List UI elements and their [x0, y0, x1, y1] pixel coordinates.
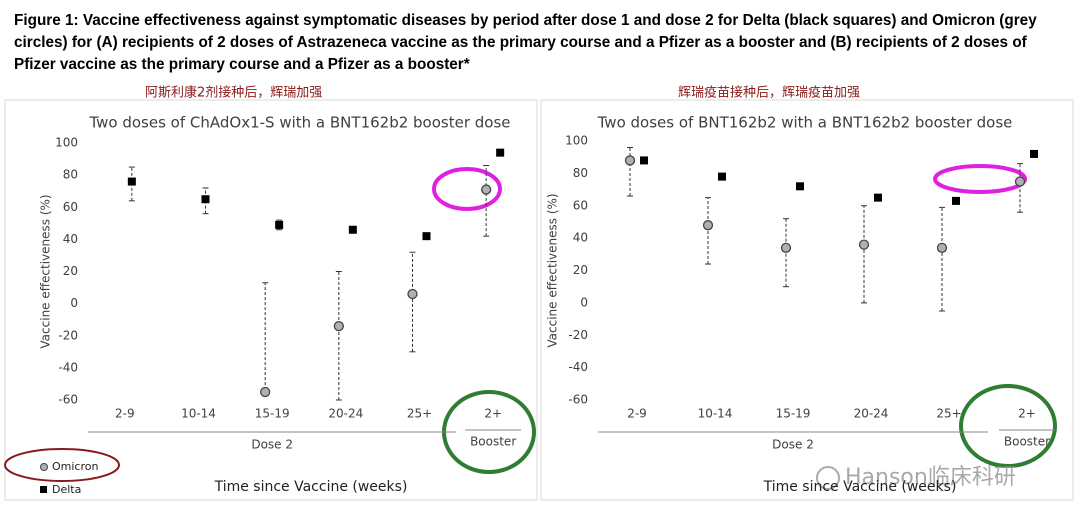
point [422, 232, 431, 241]
group-label: Booster [1004, 435, 1050, 449]
x-tick-label: 10-14 [698, 407, 733, 421]
group-label: Dose 2 [251, 438, 293, 452]
y-tick-label: 100 [55, 136, 78, 150]
caption: Figure 1: Vaccine effectiveness against … [14, 12, 1037, 73]
x-tick-label: 20-24 [854, 407, 889, 421]
legend-label: Delta [52, 483, 81, 496]
x-tick-label: 15-19 [776, 407, 811, 421]
x-tick-label: 2+ [1018, 407, 1036, 421]
y-tick-label: 80 [573, 166, 588, 180]
x-tick-label: 2+ [484, 407, 502, 421]
point [796, 182, 804, 191]
y-tick-label: -40 [568, 360, 588, 374]
highlight [933, 164, 1027, 194]
chart-title: Two doses of ChAdOx1-S with a BNT162b2 b… [88, 114, 510, 132]
point [624, 155, 636, 166]
group-label: Booster [470, 435, 516, 449]
point [1014, 176, 1026, 187]
y-tick-label: 20 [63, 264, 78, 278]
highlight [959, 384, 1057, 468]
x-axis-label: Time since Vaccine (weeks) [763, 479, 957, 495]
y-tick-label: 0 [580, 295, 588, 309]
x-tick-label: 25+ [936, 407, 961, 421]
y-tick-label: 60 [63, 200, 78, 214]
highlight [4, 448, 120, 482]
y-tick-label: 0 [70, 296, 78, 310]
y-axis-label: Vaccine effectiveness (%) [546, 193, 560, 347]
point [936, 242, 948, 253]
y-tick-label: -20 [58, 328, 78, 342]
highlight [432, 167, 502, 211]
point [201, 195, 210, 204]
y-tick-label: 40 [63, 232, 78, 246]
y-tick-label: 100 [565, 134, 588, 148]
point [858, 239, 870, 250]
point [718, 172, 726, 181]
annotation: 阿斯利康2剂接种后，辉瑞加强 [145, 85, 322, 101]
x-axis-label: Time since Vaccine (weeks) [214, 479, 408, 495]
point [333, 320, 344, 332]
y-tick-label: -60 [58, 393, 78, 407]
point [481, 184, 492, 195]
point [407, 288, 418, 300]
y-tick-label: -40 [58, 360, 78, 374]
legend-marker [40, 463, 48, 471]
legend-marker [40, 486, 47, 493]
y-tick-label: 60 [573, 198, 588, 212]
point [952, 196, 960, 205]
y-tick-label: -20 [568, 328, 588, 342]
point [780, 242, 792, 253]
watermark: Hanson临床科研 [845, 465, 1016, 490]
legend-label: Omicron [52, 460, 98, 473]
point [127, 177, 136, 186]
y-tick-label: 20 [573, 263, 588, 277]
point [874, 193, 882, 202]
point [275, 220, 284, 229]
point [1030, 149, 1038, 158]
point [496, 148, 505, 157]
point [702, 220, 714, 231]
annotation: 辉瑞疫苗接种后，辉瑞疫苗加强 [678, 85, 860, 101]
chart-title: Two doses of BNT162b2 with a BNT162b2 bo… [597, 114, 1013, 132]
x-tick-label: 10-14 [181, 407, 216, 421]
y-tick-label: 40 [573, 231, 588, 245]
y-tick-label: 80 [63, 168, 78, 182]
panel-frame [4, 99, 538, 501]
x-tick-label: 25+ [407, 407, 432, 421]
point [348, 225, 357, 234]
x-tick-label: 2-9 [627, 407, 647, 421]
y-tick-label: -60 [568, 393, 588, 407]
point [260, 386, 271, 398]
x-tick-label: 2-9 [115, 407, 135, 421]
group-label: Dose 2 [772, 438, 814, 452]
y-axis-label: Vaccine effectiveness (%) [39, 194, 53, 348]
point [640, 156, 648, 165]
watermark-icon [816, 466, 840, 490]
x-tick-label: 15-19 [255, 407, 290, 421]
x-tick-label: 20-24 [328, 407, 363, 421]
